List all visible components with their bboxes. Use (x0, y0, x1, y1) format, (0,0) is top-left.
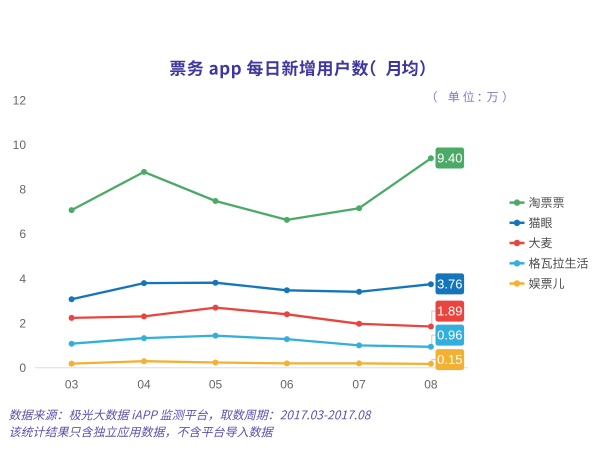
svg-text:0.96: 0.96 (437, 328, 462, 343)
svg-text:08: 08 (424, 377, 438, 391)
svg-text:4: 4 (19, 272, 26, 286)
svg-text:9.40: 9.40 (437, 151, 462, 166)
svg-text:05: 05 (209, 377, 223, 391)
svg-text:04: 04 (137, 377, 151, 391)
svg-text:10: 10 (13, 138, 27, 152)
svg-text:12: 12 (13, 94, 27, 108)
svg-text:06: 06 (280, 377, 294, 391)
svg-text:03: 03 (65, 377, 79, 391)
svg-text:1.89: 1.89 (437, 304, 462, 319)
svg-text:2: 2 (19, 316, 26, 330)
svg-text:0: 0 (19, 361, 26, 375)
svg-text:6: 6 (19, 227, 26, 241)
svg-text:8: 8 (19, 183, 26, 197)
svg-text:0.15: 0.15 (437, 352, 462, 367)
svg-text:07: 07 (352, 377, 366, 391)
svg-text:3.76: 3.76 (437, 277, 462, 292)
